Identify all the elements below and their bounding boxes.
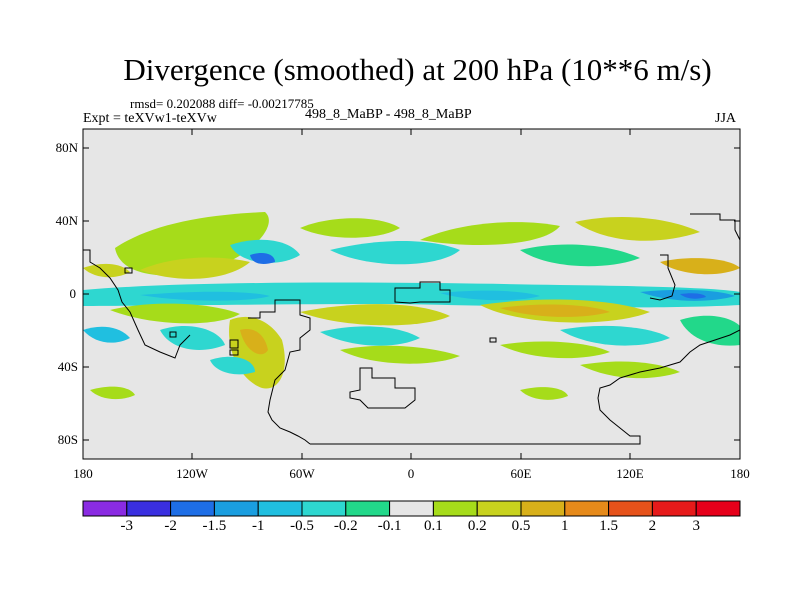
rmsd-label: rmsd= 0.202088 diff= -0.00217785 bbox=[130, 96, 314, 111]
colorbar-label: -0.5 bbox=[290, 518, 314, 534]
colorbar-box bbox=[564, 500, 610, 517]
plot-title: Divergence (smoothed) at 200 hPa (10**6 … bbox=[123, 52, 712, 87]
colorbar-box bbox=[389, 500, 434, 517]
colorbar-label: 1 bbox=[561, 518, 569, 534]
colorbar-box bbox=[432, 500, 478, 517]
x-tick-label: 180 bbox=[730, 466, 750, 481]
colorbar-label: -0.1 bbox=[377, 518, 402, 534]
colorbar-box bbox=[170, 500, 215, 517]
colorbar-label: -2 bbox=[164, 518, 177, 534]
colorbar-label: 3 bbox=[692, 518, 700, 534]
colorbar-box bbox=[520, 500, 566, 517]
y-tick-label: 0 bbox=[69, 286, 77, 301]
case-label: 498_8_MaBP - 498_8_MaBP bbox=[305, 107, 472, 122]
colorbar-label: 2 bbox=[648, 518, 657, 534]
colorbar-box bbox=[608, 500, 653, 517]
x-tick-label: 60W bbox=[289, 466, 315, 481]
colorbar-label: -0.2 bbox=[333, 518, 358, 534]
colorbar-label: 0.1 bbox=[424, 518, 443, 534]
colorbar-label: 1.5 bbox=[599, 518, 618, 534]
colorbar bbox=[82, 500, 741, 517]
colorbar-box bbox=[476, 500, 522, 517]
x-tick-label: 180 bbox=[73, 466, 93, 481]
colorbar-box bbox=[651, 500, 697, 517]
colorbar-label: -1 bbox=[251, 518, 265, 534]
experiment-label: Expt = teXVw1-teXVw bbox=[83, 111, 217, 126]
x-tick-label: 120E bbox=[616, 466, 644, 481]
x-tick-label: 60E bbox=[510, 466, 532, 481]
axis-ticks bbox=[82, 129, 740, 459]
season-label: JJA bbox=[715, 111, 737, 126]
colorbar-label: -3 bbox=[120, 518, 134, 534]
colorbar-label: -1.5 bbox=[202, 518, 227, 534]
colorbar-box bbox=[257, 500, 303, 517]
colorbar-box bbox=[126, 500, 172, 517]
colorbar-box bbox=[82, 500, 128, 517]
y-tick-label: 40N bbox=[55, 213, 78, 228]
colorbar-box bbox=[301, 500, 347, 517]
x-tick-label: 0 bbox=[407, 466, 415, 481]
divergence-field bbox=[83, 212, 740, 400]
coastlines bbox=[83, 213, 740, 445]
y-tick-label: 40S bbox=[57, 359, 78, 374]
colorbar-label: 0.5 bbox=[511, 518, 531, 534]
colorbar-box bbox=[695, 500, 741, 517]
y-tick-label: 80S bbox=[57, 432, 78, 447]
colorbar-label: 0.2 bbox=[467, 518, 487, 534]
y-tick-label: 80N bbox=[55, 140, 78, 155]
colorbar-box bbox=[345, 500, 391, 517]
colorbar-box bbox=[213, 500, 259, 517]
x-tick-label: 120W bbox=[176, 466, 208, 481]
